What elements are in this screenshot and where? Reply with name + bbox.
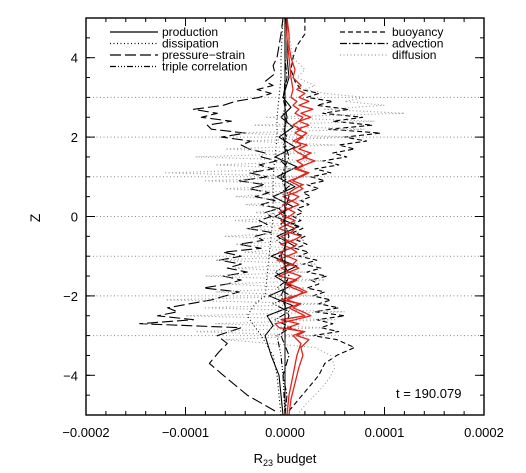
series-line-advection bbox=[280, 18, 290, 415]
y-tick-label-3: 2 bbox=[71, 130, 78, 145]
y-tick-label-4: 4 bbox=[71, 51, 78, 66]
x-tick-label-4: 0.0002 bbox=[464, 425, 504, 440]
series-line-buoyancy bbox=[288, 18, 382, 412]
x-axis: −0.0002 −0.0001 0.0000 0.0001 0.0002 bbox=[62, 18, 504, 440]
x-axis-label: R23 budget bbox=[254, 451, 317, 468]
y-tick-label-1: −2 bbox=[63, 289, 78, 304]
x-tick-label-0: −0.0002 bbox=[62, 425, 109, 440]
left-legend-label-2: pressure−strain bbox=[162, 48, 245, 62]
series-line-triple-correlation bbox=[272, 18, 292, 415]
right-legend-label-1: advection bbox=[392, 37, 443, 51]
right-legend-label-2: diffusion bbox=[392, 48, 436, 62]
right-legend-label-0: buoyancy bbox=[392, 25, 443, 39]
series-line-production bbox=[264, 18, 300, 415]
series-line-pressure-strain bbox=[139, 18, 284, 412]
legend: productiondissipationpressure−straintrip… bbox=[110, 25, 443, 74]
x-axis-label-sub: 23 bbox=[263, 458, 273, 468]
left-legend-label-1: dissipation bbox=[162, 37, 219, 51]
series-line-red-7 bbox=[274, 18, 316, 415]
x-tick-label-1: −0.0001 bbox=[162, 425, 209, 440]
y-tick-label-2: 0 bbox=[71, 210, 78, 225]
x-tick-label-3: 0.0001 bbox=[365, 425, 405, 440]
y-axis-label: Z bbox=[27, 213, 43, 222]
left-legend-label-3: triple correlation bbox=[162, 60, 247, 74]
x-axis-label-rest: budget bbox=[273, 451, 317, 466]
left-legend-label-0: production bbox=[162, 25, 218, 39]
y-axis: −4 −2 0 2 4 bbox=[63, 17, 484, 416]
series-line-red-8 bbox=[278, 18, 308, 415]
time-annotation: t = 190.079 bbox=[396, 386, 461, 401]
x-axis-label-main: R bbox=[254, 451, 263, 466]
x-tick-label-2: 0.0000 bbox=[265, 425, 305, 440]
series-layer bbox=[139, 18, 405, 415]
y-tick-label-0: −4 bbox=[63, 368, 78, 383]
